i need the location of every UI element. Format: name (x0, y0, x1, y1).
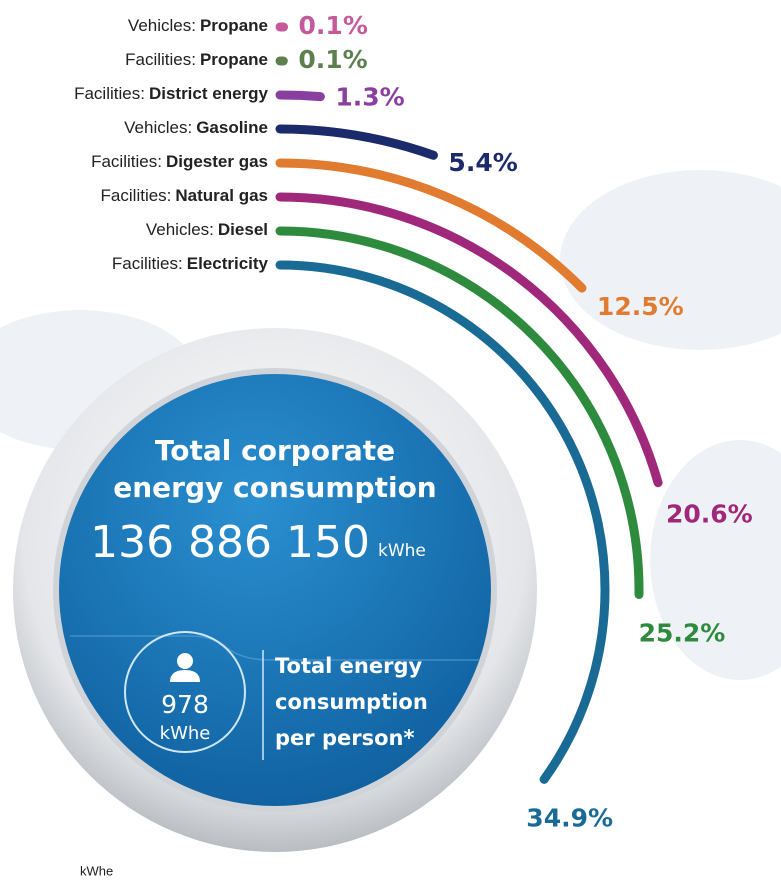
category-group: Vehicles: (146, 220, 214, 239)
value-label: 20.6% (666, 500, 753, 529)
total-value: 136 886 150 (90, 517, 370, 568)
category-label: Facilities: Natural gas (101, 186, 268, 205)
category-label: Facilities: Propane (125, 50, 268, 69)
arc-bar (275, 158, 587, 293)
category-group: Vehicles: (128, 16, 196, 35)
person-icon (170, 653, 200, 682)
category-group: Facilities: (112, 254, 183, 273)
category-label: Vehicles: Gasoline (124, 118, 268, 137)
arc-bar (275, 192, 663, 488)
category-label: Vehicles: Diesel (146, 220, 268, 239)
center-title: energy consumption (113, 471, 437, 504)
person-circle (124, 631, 246, 753)
footnote: kWhe (80, 863, 113, 878)
divider (70, 635, 480, 661)
value-label: 25.2% (639, 619, 726, 648)
value-label: 5.4% (448, 148, 517, 177)
category-group: Facilities: (74, 84, 145, 103)
category-name: Gasoline (196, 118, 268, 137)
category-name: Diesel (218, 220, 268, 239)
category-name: District energy (149, 84, 269, 103)
arc-bar (275, 90, 325, 102)
arc-bar (275, 124, 438, 160)
per-person-label: Total energy (275, 654, 423, 678)
category-group: Facilities: (125, 50, 196, 69)
value-label: 12.5% (597, 292, 684, 321)
category-label: Vehicles: Propane (128, 16, 268, 35)
category-label: Facilities: District energy (74, 84, 268, 103)
category-label: Facilities: Electricity (112, 254, 269, 273)
center-title: Total corporate (155, 434, 395, 467)
category-group: Vehicles: (124, 118, 192, 137)
value-label: 1.3% (335, 83, 404, 112)
per-person-value: 978 (161, 690, 209, 719)
category-name: Propane (200, 16, 268, 35)
per-person-label: consumption (275, 690, 428, 714)
category-name: Natural gas (175, 186, 268, 205)
arc-bar (275, 226, 644, 600)
value-label: 0.1% (298, 45, 367, 74)
category-group: Facilities: (101, 186, 172, 205)
category-name: Digester gas (166, 152, 268, 171)
arc-bar (275, 260, 610, 784)
value-label: 0.1% (299, 11, 368, 40)
center-disc (59, 374, 491, 806)
per-person-label: per person* (275, 726, 414, 750)
total-unit: kWhe (378, 541, 426, 561)
value-label: 34.9% (526, 803, 613, 832)
category-group: Facilities: (91, 152, 162, 171)
category-name: Propane (200, 50, 268, 69)
per-person-unit: kWhe (160, 723, 211, 744)
category-label: Facilities: Digester gas (91, 152, 268, 171)
category-name: Electricity (187, 254, 269, 273)
